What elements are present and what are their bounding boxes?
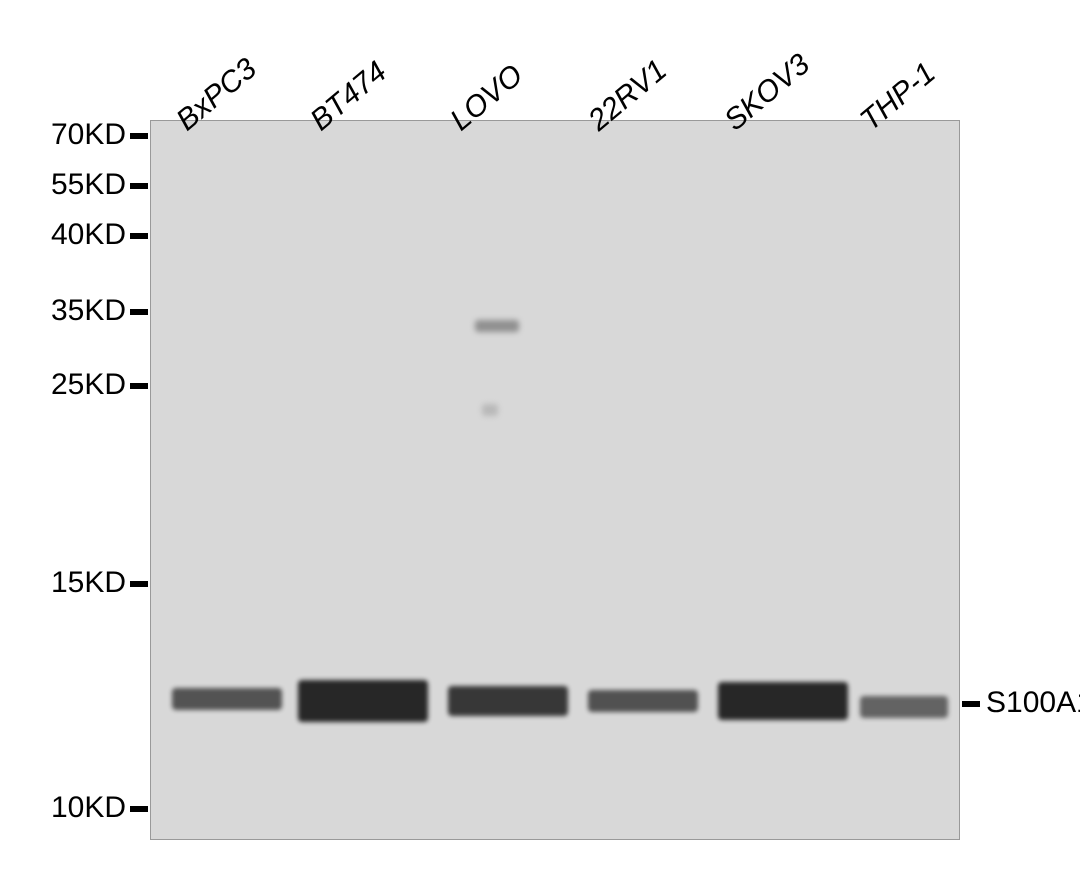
target-tick-icon (962, 701, 980, 707)
marker-40kd: 40KD (30, 218, 148, 252)
marker-text: 55KD (51, 168, 126, 201)
marker-tick-icon (130, 133, 148, 139)
marker-text: 35KD (51, 294, 126, 327)
marker-tick-icon (130, 233, 148, 239)
marker-text: 40KD (51, 218, 126, 251)
marker-text: 15KD (51, 566, 126, 599)
marker-text: 70KD (51, 118, 126, 151)
marker-10kd: 10KD (30, 791, 148, 825)
marker-35kd: 35KD (30, 294, 148, 328)
band-lane-4 (588, 690, 698, 712)
target-text: S100A11 (986, 686, 1080, 719)
marker-tick-icon (130, 806, 148, 812)
marker-55kd: 55KD (30, 168, 148, 202)
band-lane-6 (860, 696, 948, 718)
western-blot-figure: BxPC3 BT474 LOVO 22RV1 SKOV3 THP-1 70KD … (0, 0, 1080, 875)
marker-25kd: 25KD (30, 368, 148, 402)
marker-tick-icon (130, 309, 148, 315)
marker-tick-icon (130, 183, 148, 189)
band-lane-1 (172, 688, 282, 710)
marker-tick-icon (130, 581, 148, 587)
band-lane-3 (448, 686, 568, 716)
blot-membrane (150, 120, 960, 840)
marker-15kd: 15KD (30, 566, 148, 600)
artifact-spot-1 (475, 320, 519, 332)
marker-text: 25KD (51, 368, 126, 401)
band-lane-2 (298, 680, 428, 722)
artifact-spot-2 (482, 404, 498, 416)
target-label: S100A11 (962, 686, 1080, 720)
band-lane-5 (718, 682, 848, 720)
marker-tick-icon (130, 383, 148, 389)
marker-70kd: 70KD (30, 118, 148, 152)
marker-text: 10KD (51, 791, 126, 824)
